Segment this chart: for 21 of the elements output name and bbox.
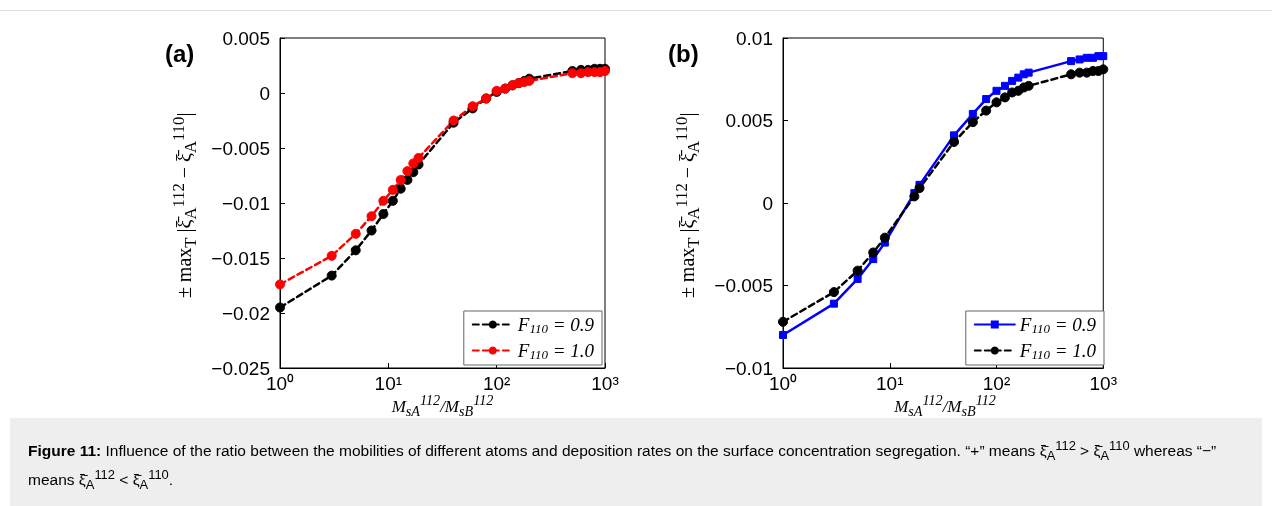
x-tick-label: 10² [982,373,1011,394]
y-tick-label: 0.005 [222,27,270,49]
x-tick-label: 10³ [591,373,619,394]
y-tick-label: 0.01 [736,27,773,49]
y-tick-label: −0.01 [724,357,773,379]
x-tick-label: 10¹ [374,373,403,394]
y-tick-label: −0.02 [221,302,270,324]
x-tick-label: 10¹ [876,373,904,394]
y-tick-label: 0.005 [725,110,773,131]
y-tick-label: −0.01 [221,192,270,214]
chart-title: (b) [668,40,699,68]
y-tick-label: −0.005 [211,137,270,159]
y-tick-label: 0 [762,192,773,214]
y-tick-label: −0.025 [211,357,270,379]
y-tick-label: −0.015 [211,247,270,269]
x-tick-label: 10² [482,373,511,394]
text: Figure 11: Influence of the ratio between the mobilities of different atoms and deposition rates on the surface concentration segregation. “+” means ξ̄$_{A}$$^{112}$ > ξ̄$_{A}$$^{110}$ whereas “−” means ξ̄$_{A}$$^{112}$ < ξ̄$_{A}$$^{110}$. [28,438,1217,493]
y-tick-label: 0 [259,82,270,104]
chart-title: (a) [165,40,195,68]
y-tick-label: −0.005 [714,275,773,296]
x-tick-label: 10³ [1089,373,1117,394]
